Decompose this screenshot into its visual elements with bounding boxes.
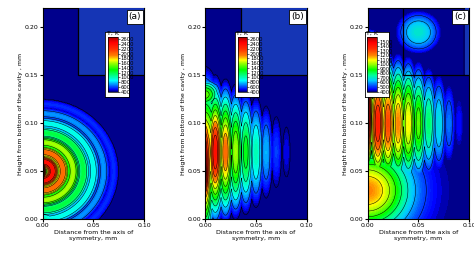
- Title: T, K: T, K: [237, 30, 248, 35]
- Text: (b): (b): [291, 12, 304, 21]
- Text: (a): (a): [128, 12, 141, 21]
- Y-axis label: Height from bottom of the cavity , mm: Height from bottom of the cavity , mm: [343, 53, 348, 175]
- X-axis label: Distance from the axis of
symmetry, mm: Distance from the axis of symmetry, mm: [216, 230, 296, 241]
- X-axis label: Distance from the axis of
symmetry, mm: Distance from the axis of symmetry, mm: [54, 230, 133, 241]
- X-axis label: Distance from the axis of
symmetry, mm: Distance from the axis of symmetry, mm: [379, 230, 458, 241]
- Y-axis label: Height from bottom of the cavity , mm: Height from bottom of the cavity , mm: [18, 53, 23, 175]
- Bar: [465, 8, 469, 75]
- Bar: [78, 8, 144, 75]
- Bar: [241, 8, 307, 75]
- Title: T, K: T, K: [107, 30, 118, 35]
- Title: T, K: T, K: [366, 30, 378, 35]
- Y-axis label: Height from bottom of the cavity , mm: Height from bottom of the cavity , mm: [181, 53, 186, 175]
- Text: (c): (c): [454, 12, 466, 21]
